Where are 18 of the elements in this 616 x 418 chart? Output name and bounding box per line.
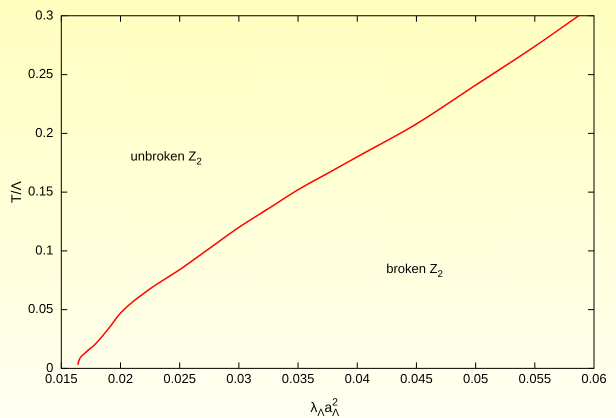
x-tick-label: 0.035	[282, 370, 314, 386]
x-tick-label: 0.02	[108, 370, 134, 386]
x-tick-label: 0.045	[400, 370, 433, 386]
y-axis-title: T/Λ	[8, 180, 24, 203]
x-tick-label: 0.055	[518, 370, 552, 386]
y-tick-label: 0.1	[35, 242, 54, 258]
x-tick-label: 0.025	[163, 370, 196, 386]
line-series	[77, 16, 580, 366]
x-tick-label: 0.04	[344, 370, 370, 386]
y-tick-label: 0.3	[35, 7, 54, 22]
x-tick-label: 0.03	[226, 370, 252, 386]
x-tick-label: 0.05	[462, 370, 488, 386]
y-tick-label: 0	[46, 360, 54, 375]
y-tick-label: 0.25	[28, 66, 54, 82]
y-tick-label: 0.05	[28, 301, 54, 316]
x-tick-label: 0.06	[581, 370, 607, 386]
y-tick-label: 0.15	[28, 184, 54, 199]
y-tick-label: 0.2	[35, 124, 54, 140]
